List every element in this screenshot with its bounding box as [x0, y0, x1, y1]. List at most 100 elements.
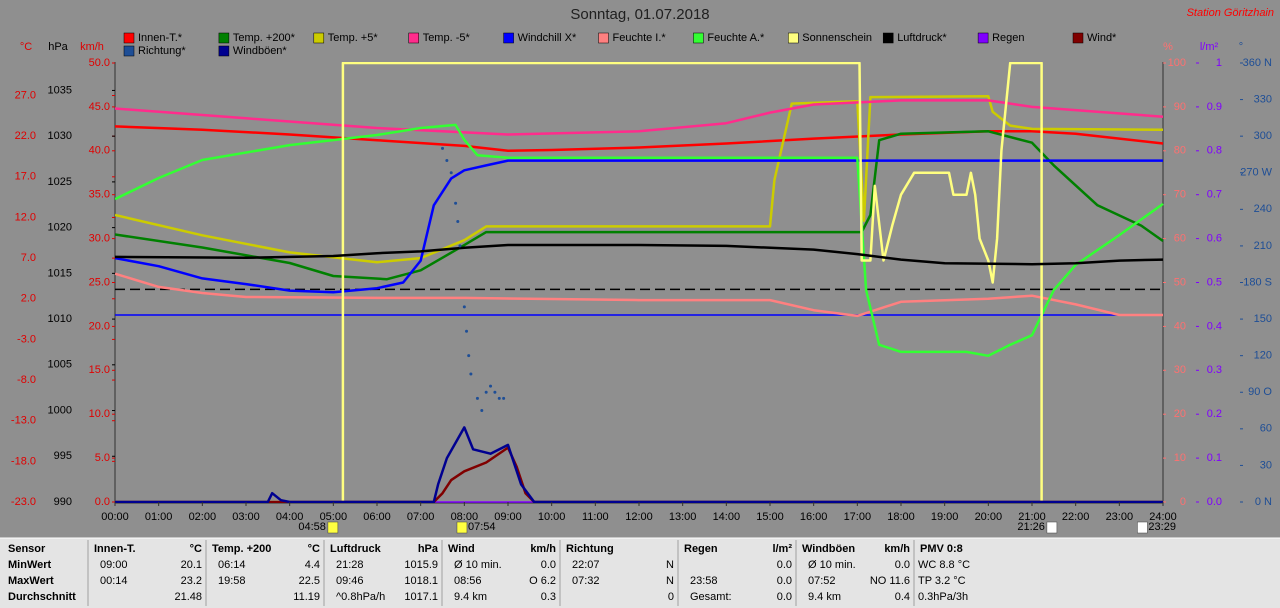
row-label: MaxWert	[8, 575, 54, 587]
y-tick-label: 30	[1174, 364, 1186, 376]
axis-unit: km/h	[80, 41, 104, 53]
y-tick-label: 0.8	[1207, 145, 1222, 157]
table-cell: Ø 10 min.	[808, 559, 856, 571]
table-cell: 0.4	[895, 591, 910, 603]
series-line	[115, 243, 1164, 266]
table-cell: 21.48	[174, 591, 202, 603]
table-cell: N	[666, 575, 674, 587]
y-tick-label: 1015	[48, 267, 72, 279]
y-tick-label: 0.0	[95, 496, 110, 508]
x-tick-label: 00:00	[101, 511, 129, 523]
table-cell: O 6.2	[529, 575, 556, 587]
x-tick-label: 11:00	[582, 511, 609, 523]
column-title: Regen	[684, 543, 718, 555]
event-label: 21:26	[1017, 521, 1045, 533]
y-tick-label: 1000	[48, 404, 72, 416]
y-tick-label: 0.0	[1207, 496, 1222, 508]
x-tick-label: 18:00	[887, 511, 915, 523]
table-cell: 0.0	[777, 591, 792, 603]
plot-area	[115, 62, 1164, 503]
y-tick-label: 270 W	[1240, 167, 1272, 179]
legend-swatch	[598, 32, 609, 44]
x-tick-label: 12:00	[625, 511, 653, 523]
y-tick-label: 1020	[48, 222, 72, 234]
series-line	[115, 125, 1164, 153]
row-label: Sensor	[8, 543, 46, 555]
y-tick-label: 15.0	[89, 364, 110, 376]
column-title: Luftdruck	[330, 543, 382, 555]
x-tick-label: 16:00	[800, 511, 828, 523]
legend-label: Richtung*	[138, 45, 186, 57]
event-marker	[327, 521, 339, 534]
legend-label: Temp. -5*	[423, 32, 471, 44]
column-unit: km/h	[530, 543, 556, 555]
column-title: Innen-T.	[94, 543, 136, 555]
event-marker	[1137, 521, 1148, 534]
column-title: Temp. +200	[212, 543, 271, 555]
table-cell: ^0.8hPa/h	[336, 591, 385, 603]
table-cell: Gesamt:	[690, 591, 732, 603]
y-tick-label: 100	[1168, 57, 1186, 69]
y-tick-label: 50	[1174, 276, 1186, 288]
series-line	[115, 159, 1163, 294]
event-marker	[1046, 521, 1058, 534]
column-unit: hPa	[418, 543, 439, 555]
direction-dot	[497, 396, 501, 400]
x-tick-label: 13:00	[669, 511, 697, 523]
legend-swatch	[408, 32, 419, 44]
table-cell: 0.3hPa/3h	[918, 591, 968, 603]
series-line	[115, 95, 1164, 264]
x-tick-label: 20:00	[975, 511, 1003, 523]
y-tick-label: 70	[1174, 189, 1186, 201]
event-marker	[456, 521, 468, 534]
axis-unit: %	[1163, 41, 1173, 53]
legend-swatch	[1072, 32, 1084, 44]
table-cell: Ø 10 min.	[454, 559, 502, 571]
legend-swatch	[313, 32, 325, 44]
legend-swatch	[218, 32, 230, 44]
y-tick-label: 40	[1174, 320, 1186, 332]
table-cell: 07:32	[572, 575, 600, 587]
y-tick-label: 330	[1254, 93, 1272, 105]
y-tick-label: 10	[1174, 452, 1186, 464]
direction-dot	[462, 305, 466, 309]
y-tick-label: 17.0	[15, 171, 36, 183]
legend-label: Luftdruck*	[897, 32, 947, 44]
legend-swatch	[503, 32, 514, 44]
table-cell: 23.2	[181, 575, 202, 587]
x-tick-label: 23:00	[1106, 511, 1134, 523]
x-tick-label: 02:00	[189, 511, 217, 523]
stats-panel	[0, 538, 1280, 608]
direction-dot	[469, 372, 473, 376]
table-cell: 0.0	[777, 559, 792, 571]
column-unit: °C	[190, 543, 202, 555]
table-cell: 06:14	[218, 559, 246, 571]
table-cell: 07:52	[808, 575, 836, 587]
series-line	[115, 130, 1164, 281]
y-tick-label: 240	[1254, 203, 1272, 215]
y-tick-label: -18.0	[11, 455, 36, 467]
table-cell: 1018.1	[404, 575, 438, 587]
direction-dot	[458, 244, 462, 248]
y-tick-label: 0.5	[1207, 276, 1222, 288]
y-tick-label: -3.0	[17, 333, 36, 345]
legend-label: Wind*	[1087, 32, 1117, 44]
legend-swatch	[218, 45, 230, 57]
table-cell: 9.4 km	[808, 591, 841, 603]
y-tick-label: 150	[1254, 313, 1272, 325]
y-tick-label: 0.9	[1207, 101, 1222, 113]
y-tick-label: 25.0	[89, 276, 110, 288]
series-line	[115, 62, 1163, 503]
y-tick-label: 1025	[48, 176, 72, 188]
axis-unit: hPa	[48, 41, 68, 53]
table-cell: 1017.1	[404, 591, 438, 603]
direction-dot	[493, 390, 497, 394]
column-title: PMV 0:8	[920, 543, 963, 555]
y-tick-label: 20	[1174, 408, 1186, 420]
table-cell: WC 8.8 °C	[918, 559, 970, 571]
x-tick-label: 24:00	[1149, 511, 1177, 523]
x-tick-label: 14:00	[713, 511, 741, 523]
y-tick-label: 90 O	[1248, 386, 1272, 398]
x-tick-label: 05:00	[320, 511, 348, 523]
series-line	[115, 272, 1163, 318]
